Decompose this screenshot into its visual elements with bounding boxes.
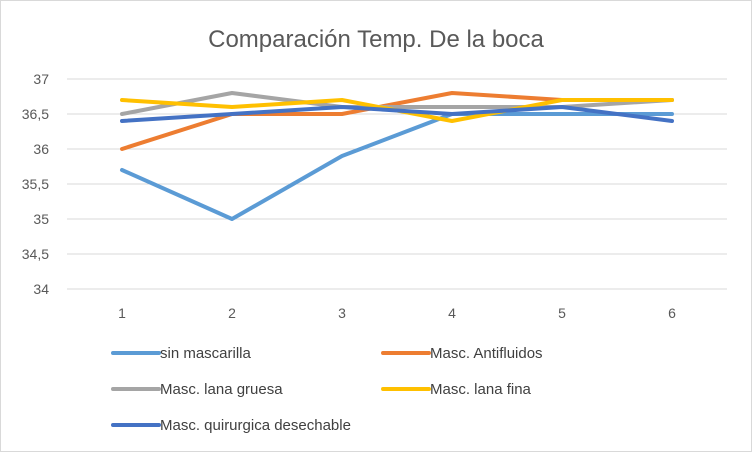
series-line-masc-quirurgica-desechable <box>120 105 674 123</box>
legend-label: sin mascarilla <box>160 345 252 362</box>
x-axis-ticks: 1 2 3 4 5 6 <box>118 305 676 321</box>
grid-lines <box>67 78 727 290</box>
y-tick-label: 37 <box>33 71 49 87</box>
x-tick-label: 3 <box>338 305 346 321</box>
series-lines <box>120 91 674 221</box>
x-tick-label: 6 <box>668 305 676 321</box>
x-tick-label: 5 <box>558 305 566 321</box>
x-tick-label: 1 <box>118 305 126 321</box>
y-tick-label: 35,5 <box>22 176 49 192</box>
y-tick-label: 36,5 <box>22 106 49 122</box>
y-axis-ticks: 34 34,5 35 35,5 36 36,5 37 <box>22 71 49 297</box>
chart-title: Comparación Temp. De la boca <box>208 26 544 53</box>
x-tick-label: 4 <box>448 305 456 321</box>
y-tick-label: 36 <box>33 141 49 157</box>
legend-label: Masc. quirurgica desechable <box>160 417 351 434</box>
y-tick-label: 35 <box>33 211 49 227</box>
legend-label: Masc. Antifluidos <box>430 345 543 362</box>
legend-label: Masc. lana gruesa <box>160 381 283 398</box>
y-tick-label: 34,5 <box>22 246 49 262</box>
series-line-sin-mascarilla <box>120 112 674 221</box>
y-tick-label: 34 <box>33 281 49 297</box>
series-line-masc-lana-gruesa <box>120 91 674 116</box>
x-tick-label: 2 <box>228 305 236 321</box>
legend-label: Masc. lana fina <box>430 381 532 398</box>
legend: sin mascarilla Masc. Antifluidos Masc. lan… <box>111 345 543 434</box>
